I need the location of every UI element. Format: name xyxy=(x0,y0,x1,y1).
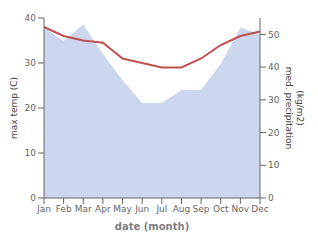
svg-text:20: 20 xyxy=(268,128,280,138)
svg-text:Sep: Sep xyxy=(193,204,210,214)
svg-text:max temp (C): max temp (C) xyxy=(9,77,19,139)
svg-text:Jun: Jun xyxy=(134,204,149,214)
svg-text:50: 50 xyxy=(268,30,280,40)
svg-text:Nov: Nov xyxy=(232,204,250,214)
svg-text:Apr: Apr xyxy=(95,204,111,214)
svg-text:0: 0 xyxy=(268,193,274,203)
svg-text:Mar: Mar xyxy=(75,204,92,214)
svg-text:40: 40 xyxy=(268,62,280,72)
svg-text:med. precipitation(kg/m2): med. precipitation(kg/m2) xyxy=(285,67,306,149)
svg-text:date (month): date (month) xyxy=(115,221,189,232)
svg-text:0: 0 xyxy=(30,193,36,203)
svg-text:Feb: Feb xyxy=(56,204,72,214)
svg-text:Aug: Aug xyxy=(173,204,191,214)
svg-text:Jan: Jan xyxy=(36,204,51,214)
svg-text:30: 30 xyxy=(268,95,280,105)
svg-text:10: 10 xyxy=(268,160,280,170)
svg-text:10: 10 xyxy=(25,148,37,158)
svg-text:Dec: Dec xyxy=(251,204,268,214)
svg-text:20: 20 xyxy=(25,103,37,113)
svg-text:Jul: Jul xyxy=(155,204,167,214)
svg-text:40: 40 xyxy=(25,13,37,23)
svg-text:May: May xyxy=(113,204,132,214)
svg-text:Oct: Oct xyxy=(213,204,229,214)
svg-text:30: 30 xyxy=(25,58,37,68)
